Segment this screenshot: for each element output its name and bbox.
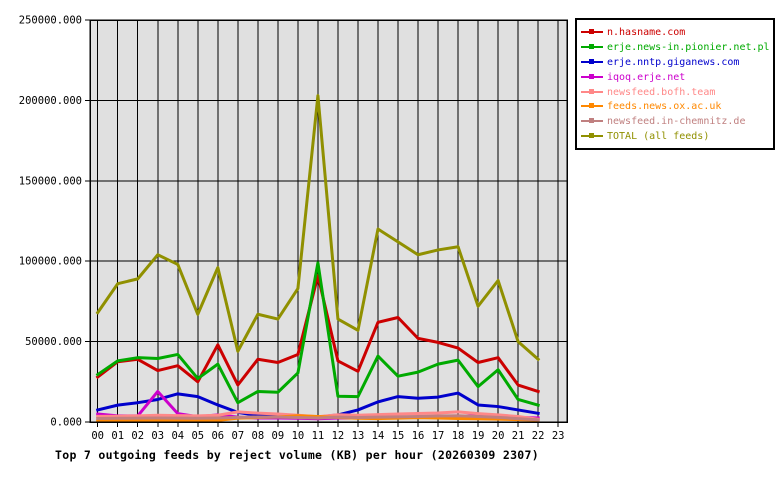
legend-line-marker-icon — [581, 117, 603, 126]
svg-text:01: 01 — [111, 430, 124, 442]
svg-text:17: 17 — [432, 430, 445, 442]
svg-text:09: 09 — [272, 430, 285, 442]
svg-text:00: 00 — [91, 430, 104, 442]
svg-text:10: 10 — [292, 430, 305, 442]
legend-line-marker-icon — [581, 132, 603, 141]
svg-text:23: 23 — [552, 430, 565, 442]
svg-text:21: 21 — [512, 430, 525, 442]
legend-label: n.hasname.com — [607, 26, 686, 38]
svg-text:50000.000: 50000.000 — [25, 336, 82, 348]
legend-item: iqoq.erje.net — [581, 70, 773, 85]
svg-text:03: 03 — [151, 430, 164, 442]
svg-text:06: 06 — [211, 430, 224, 442]
legend-label: erje.nntp.giganews.com — [607, 56, 740, 68]
svg-text:11: 11 — [312, 430, 325, 442]
legend-item: n.hasname.com — [581, 25, 773, 40]
legend-item: newsfeed.bofh.team — [581, 85, 773, 100]
chart-title: Top 7 outgoing feeds by reject volume (K… — [55, 448, 539, 462]
svg-text:16: 16 — [412, 430, 425, 442]
svg-text:05: 05 — [191, 430, 204, 442]
svg-text:150000.000: 150000.000 — [19, 175, 82, 187]
legend-line-marker-icon — [581, 88, 603, 97]
svg-text:200000.000: 200000.000 — [19, 95, 82, 107]
legend-label: newsfeed.in-chemnitz.de — [607, 116, 746, 128]
legend-label: iqoq.erje.net — [607, 71, 686, 83]
svg-text:08: 08 — [252, 430, 265, 442]
legend-label: newsfeed.bofh.team — [607, 86, 716, 98]
svg-text:18: 18 — [452, 430, 465, 442]
svg-text:14: 14 — [372, 430, 385, 442]
svg-text:02: 02 — [131, 430, 144, 442]
svg-text:07: 07 — [232, 430, 245, 442]
svg-text:15: 15 — [392, 430, 405, 442]
legend-item: TOTAL (all feeds) — [581, 129, 773, 144]
legend-line-marker-icon — [581, 43, 603, 52]
legend-label: erje.news-in.pionier.net.pl — [607, 41, 770, 53]
legend-item: feeds.news.ox.ac.uk — [581, 99, 773, 114]
svg-text:20: 20 — [492, 430, 505, 442]
svg-text:100000.000: 100000.000 — [19, 256, 82, 268]
legend-line-marker-icon — [581, 58, 603, 67]
svg-text:12: 12 — [332, 430, 345, 442]
chart-legend: n.hasname.com erje.news-in.pionier.net.p… — [575, 18, 775, 150]
svg-text:22: 22 — [532, 430, 545, 442]
svg-text:04: 04 — [171, 430, 184, 442]
legend-item: newsfeed.in-chemnitz.de — [581, 114, 773, 129]
legend-line-marker-icon — [581, 102, 603, 111]
legend-item: erje.nntp.giganews.com — [581, 55, 773, 70]
svg-text:0.000: 0.000 — [50, 417, 82, 429]
legend-item: erje.news-in.pionier.net.pl — [581, 40, 773, 55]
legend-label: feeds.news.ox.ac.uk — [607, 101, 722, 113]
svg-text:19: 19 — [472, 430, 485, 442]
legend-line-marker-icon — [581, 28, 603, 37]
svg-text:13: 13 — [352, 430, 365, 442]
svg-text:250000.000: 250000.000 — [19, 15, 82, 27]
legend-line-marker-icon — [581, 73, 603, 82]
legend-label: TOTAL (all feeds) — [607, 131, 710, 143]
